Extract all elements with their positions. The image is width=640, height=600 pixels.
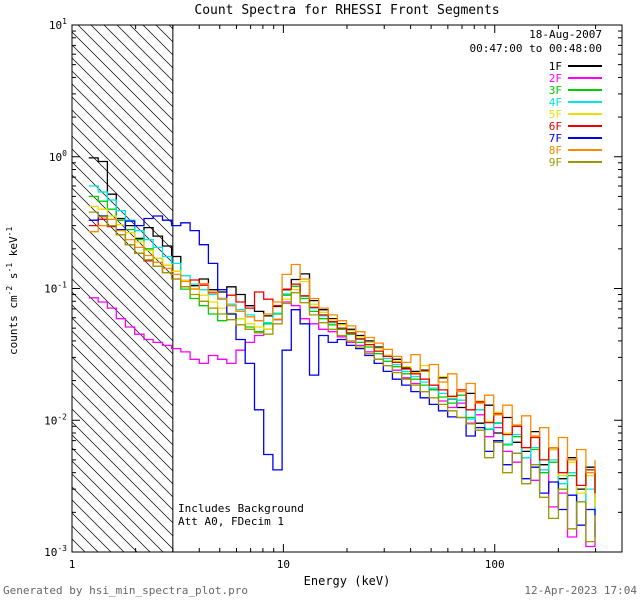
legend-time-range: 00:47:00 to 00:48:00 [469,42,602,55]
legend-item-8F: 8F [470,144,602,156]
legend-label-9F: 9F [548,155,562,169]
svg-text:10-1: 10-1 [44,281,67,296]
legend-swatch-5F [568,113,602,115]
annotation-attenuator: Att A0, FDecim 1 [178,515,284,528]
y-axis-label: counts cm-2 s-1 keV-1 [5,227,20,355]
svg-text:1: 1 [69,558,76,571]
svg-text:10-2: 10-2 [44,412,67,427]
legend-date: 18-Aug-2007 [529,28,602,41]
legend-label-1F: 1F [548,59,562,73]
svg-text:100: 100 [485,558,505,571]
legend: 18-Aug-2007 00:47:00 to 00:48:00 1F 2F 3F 4… [470,28,602,168]
legend-item-4F: 4F [470,96,602,108]
legend-item-1F: 1F [470,60,602,72]
legend-label-3F: 3F [548,83,562,97]
legend-item-7F: 7F [470,132,602,144]
legend-label-8F: 8F [548,143,562,157]
legend-swatch-9F [568,161,602,163]
legend-label-5F: 5F [548,107,562,121]
legend-item-2F: 2F [470,72,602,84]
legend-item-5F: 5F [470,108,602,120]
svg-text:10-3: 10-3 [44,544,67,559]
plot-annotations: Includes Background Att A0, FDecim 1 [178,502,304,528]
svg-text:101: 101 [49,17,67,32]
series-line-9F [88,211,596,543]
legend-item-6F: 6F [470,120,602,132]
legend-swatch-7F [568,137,602,139]
svg-text:10: 10 [277,558,290,571]
chart-title: Count Spectra for RHESSI Front Segments [194,3,500,18]
legend-swatch-2F [568,77,602,79]
series-line-4F [88,185,596,516]
axis-ticks [72,25,622,552]
legend-label-6F: 6F [548,119,562,133]
legend-swatch-3F [568,89,602,91]
tick-labels: 1 10 100 10-3 10-2 10-1 100 101 [44,17,505,571]
x-axis-label: Energy (keV) [304,574,391,588]
series-lines [88,157,596,548]
legend-swatch-4F [568,101,602,103]
svg-text:100: 100 [49,149,67,164]
legend-label-2F: 2F [548,71,562,85]
series-line-8F [88,218,596,474]
annotation-background: Includes Background [178,502,304,515]
legend-item-9F: 9F [470,156,602,168]
legend-swatch-1F [568,65,602,67]
legend-items: 1F 2F 3F 4F 5F 6F 7F 8F 9F [470,60,602,168]
legend-item-3F: 3F [470,84,602,96]
legend-label-4F: 4F [548,95,562,109]
footer-timestamp: 12-Apr-2023 17:04 [524,584,637,597]
legend-swatch-6F [568,125,602,127]
footer-generator-label: Generated by hsi_min_spectra_plot.pro [3,584,249,597]
legend-swatch-8F [568,149,602,151]
series-line-6F [88,218,596,494]
legend-label-7F: 7F [548,131,562,145]
